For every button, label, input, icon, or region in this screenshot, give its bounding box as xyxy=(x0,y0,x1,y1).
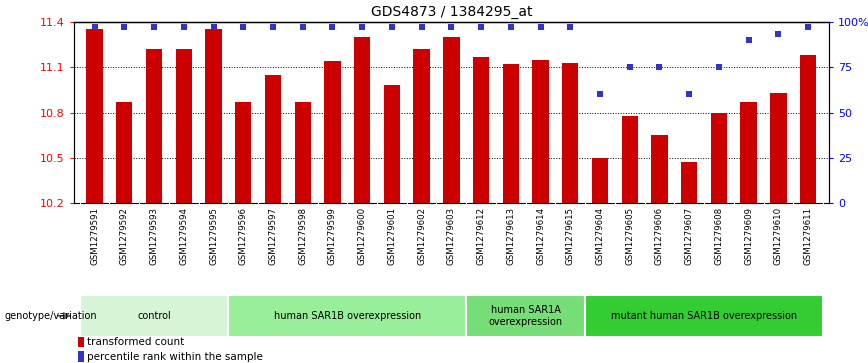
Point xyxy=(772,32,786,37)
Point xyxy=(474,24,488,30)
Point xyxy=(266,24,279,30)
Point xyxy=(326,24,339,30)
Bar xyxy=(711,113,727,203)
Bar xyxy=(681,162,697,203)
Bar xyxy=(294,102,311,203)
Text: human SAR1B overexpression: human SAR1B overexpression xyxy=(273,311,421,321)
Text: transformed count: transformed count xyxy=(87,337,184,347)
Point xyxy=(504,24,518,30)
Point xyxy=(593,91,607,97)
Text: GSM1279613: GSM1279613 xyxy=(506,207,516,265)
Text: GSM1279612: GSM1279612 xyxy=(477,207,485,265)
Bar xyxy=(235,102,252,203)
Text: GSM1279592: GSM1279592 xyxy=(120,207,128,265)
Text: GSM1279604: GSM1279604 xyxy=(595,207,604,265)
Point xyxy=(534,24,548,30)
Point xyxy=(147,24,161,30)
Point xyxy=(444,24,458,30)
Text: GSM1279603: GSM1279603 xyxy=(447,207,456,265)
Text: GSM1279611: GSM1279611 xyxy=(804,207,812,265)
Point xyxy=(207,24,220,30)
Bar xyxy=(800,55,816,203)
Bar xyxy=(473,57,490,203)
Point xyxy=(355,24,369,30)
Text: GSM1279601: GSM1279601 xyxy=(387,207,397,265)
Bar xyxy=(146,49,162,203)
Bar xyxy=(77,351,84,362)
Text: GSM1279598: GSM1279598 xyxy=(299,207,307,265)
Bar xyxy=(325,61,340,203)
Bar xyxy=(228,295,466,337)
Point xyxy=(177,24,191,30)
Text: GSM1279615: GSM1279615 xyxy=(566,207,575,265)
Bar xyxy=(384,85,400,203)
Text: GSM1279595: GSM1279595 xyxy=(209,207,218,265)
Bar xyxy=(770,93,786,203)
Text: GSM1279607: GSM1279607 xyxy=(685,207,694,265)
Bar xyxy=(740,102,757,203)
Text: GSM1279593: GSM1279593 xyxy=(149,207,159,265)
Bar xyxy=(77,337,84,347)
Bar xyxy=(503,64,519,203)
Bar xyxy=(466,295,585,337)
Point xyxy=(623,64,637,70)
Text: GSM1279596: GSM1279596 xyxy=(239,207,247,265)
Point xyxy=(88,24,102,30)
Text: GSM1279608: GSM1279608 xyxy=(714,207,723,265)
Text: mutant human SAR1B overexpression: mutant human SAR1B overexpression xyxy=(611,311,797,321)
Point xyxy=(117,24,131,30)
Text: GSM1279614: GSM1279614 xyxy=(536,207,545,265)
Point xyxy=(801,24,815,30)
Bar xyxy=(444,37,459,203)
Text: GSM1279594: GSM1279594 xyxy=(180,207,188,265)
Point xyxy=(296,24,310,30)
Text: GSM1279597: GSM1279597 xyxy=(268,207,278,265)
Point xyxy=(653,64,667,70)
Bar xyxy=(562,62,578,203)
Text: genotype/variation: genotype/variation xyxy=(4,311,97,321)
Point xyxy=(563,24,577,30)
Text: percentile rank within the sample: percentile rank within the sample xyxy=(87,352,263,362)
Bar xyxy=(87,29,102,203)
Text: control: control xyxy=(137,311,171,321)
Text: GSM1279591: GSM1279591 xyxy=(90,207,99,265)
Point xyxy=(415,24,429,30)
Text: GSM1279602: GSM1279602 xyxy=(418,207,426,265)
Text: human SAR1A
overexpression: human SAR1A overexpression xyxy=(489,305,562,327)
Bar xyxy=(592,158,608,203)
Bar xyxy=(175,49,192,203)
Bar xyxy=(116,102,133,203)
Point xyxy=(742,37,756,43)
Bar xyxy=(532,60,549,203)
Bar xyxy=(413,49,430,203)
Bar xyxy=(80,295,228,337)
Text: GSM1279609: GSM1279609 xyxy=(744,207,753,265)
Title: GDS4873 / 1384295_at: GDS4873 / 1384295_at xyxy=(371,5,532,19)
Bar xyxy=(206,29,221,203)
Text: GSM1279600: GSM1279600 xyxy=(358,207,366,265)
Text: GSM1279610: GSM1279610 xyxy=(774,207,783,265)
Text: GSM1279606: GSM1279606 xyxy=(655,207,664,265)
Point xyxy=(236,24,250,30)
Text: GSM1279599: GSM1279599 xyxy=(328,207,337,265)
Point xyxy=(682,91,696,97)
Bar xyxy=(651,135,667,203)
Bar xyxy=(585,295,823,337)
Point xyxy=(385,24,398,30)
Bar xyxy=(265,75,281,203)
Bar xyxy=(621,115,638,203)
Text: GSM1279605: GSM1279605 xyxy=(625,207,635,265)
Point xyxy=(712,64,726,70)
Bar xyxy=(354,37,371,203)
